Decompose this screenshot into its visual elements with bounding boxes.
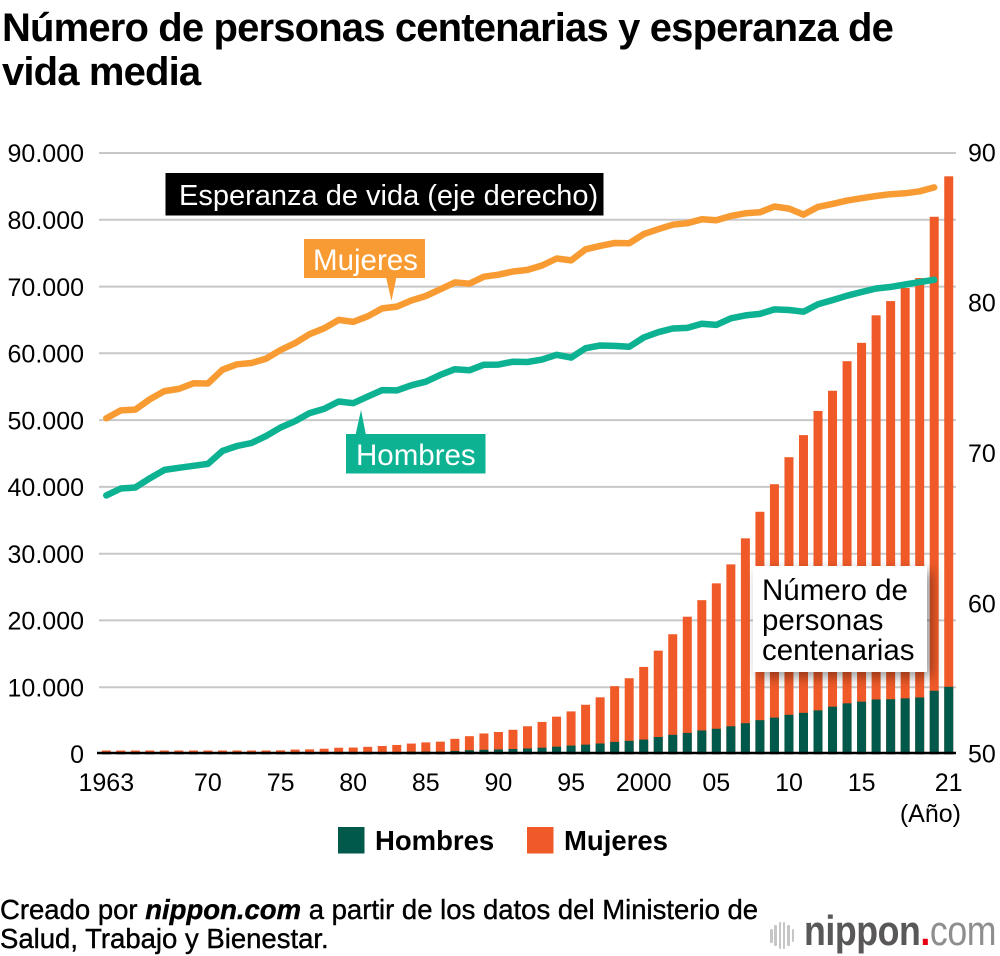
svg-text:1963: 1963: [78, 769, 134, 797]
svg-text:21: 21: [935, 769, 963, 797]
svg-text:40.000: 40.000: [8, 474, 84, 502]
svg-text:80: 80: [968, 290, 996, 318]
svg-text:personas: personas: [762, 604, 883, 637]
svg-text:05: 05: [702, 769, 730, 797]
svg-text:Esperanza de vida (eje derecho: Esperanza de vida (eje derecho): [179, 180, 598, 212]
svg-text:centenarias: centenarias: [762, 634, 915, 667]
svg-text:80.000: 80.000: [8, 207, 84, 235]
svg-text:30.000: 30.000: [8, 541, 84, 569]
svg-text:15: 15: [848, 769, 876, 797]
svg-text:60.000: 60.000: [8, 341, 84, 369]
svg-text:Mujeres: Mujeres: [564, 825, 668, 856]
svg-text:70.000: 70.000: [8, 274, 84, 302]
svg-text:60: 60: [968, 590, 996, 618]
svg-text:90: 90: [968, 140, 996, 168]
svg-text:(Año): (Año): [900, 800, 961, 828]
svg-text:Hombres: Hombres: [375, 825, 494, 856]
svg-text:10.000: 10.000: [8, 674, 84, 702]
svg-text:50: 50: [968, 741, 996, 769]
svg-text:85: 85: [412, 769, 440, 797]
svg-text:80: 80: [339, 769, 367, 797]
svg-text:0: 0: [70, 741, 84, 769]
svg-text:75: 75: [267, 769, 295, 797]
svg-text:70: 70: [194, 769, 222, 797]
svg-text:70: 70: [968, 440, 996, 468]
svg-text:20.000: 20.000: [8, 608, 84, 636]
svg-text:Hombres: Hombres: [356, 439, 476, 472]
svg-text:90.000: 90.000: [8, 140, 84, 168]
svg-text:10: 10: [775, 769, 803, 797]
svg-text:50.000: 50.000: [8, 407, 84, 435]
svg-text:90: 90: [484, 769, 512, 797]
svg-text:Número de: Número de: [762, 574, 908, 607]
svg-text:Mujeres: Mujeres: [313, 244, 418, 277]
svg-text:2000: 2000: [616, 769, 672, 797]
svg-text:95: 95: [557, 769, 585, 797]
